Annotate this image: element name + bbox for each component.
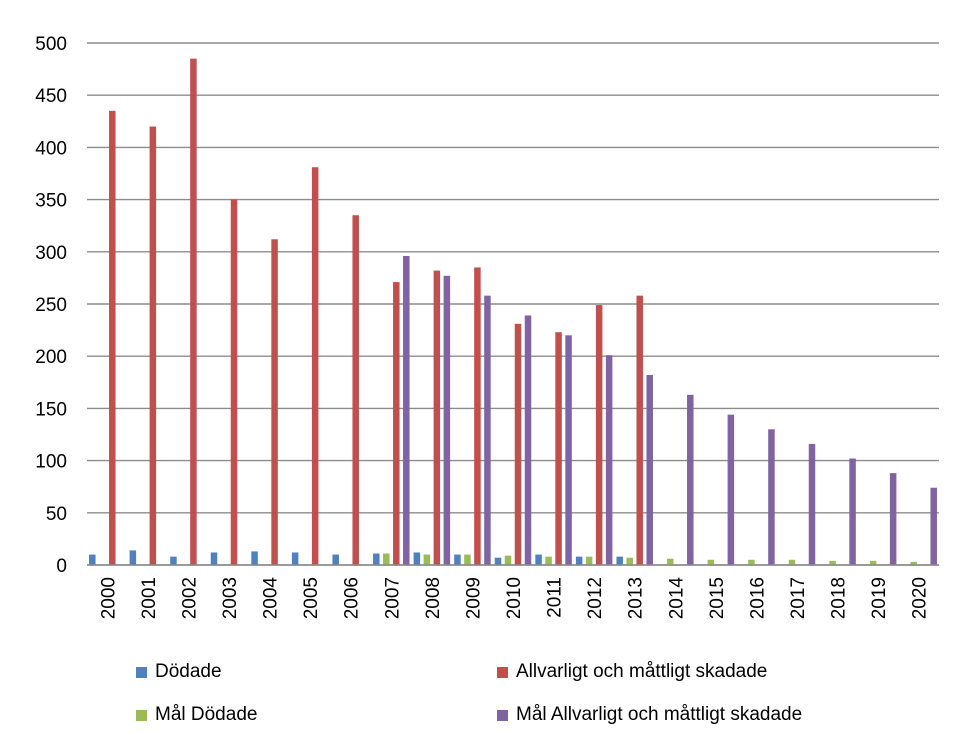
bar-mal-allvarligt-2014 (687, 394, 694, 565)
bar-dodade-2011 (535, 554, 542, 565)
bar-mal-allvarligt-2017 (808, 443, 816, 565)
bar-mal-dodade-2020 (910, 561, 917, 565)
x-tick-label: 2020 (910, 577, 931, 619)
bar-mal-allvarligt-2012 (605, 355, 613, 565)
y-tick-label: 0 (56, 556, 67, 577)
bar-mal-allvarligt-2010 (524, 315, 532, 565)
bar-allvarligt-2009 (474, 267, 481, 565)
bar-dodade-2001 (129, 550, 137, 565)
bar-mal-dodade-2010 (504, 555, 512, 565)
bar-allvarligt-2013 (636, 295, 643, 565)
y-tick-label: 450 (35, 86, 67, 107)
bar-dodade-2002 (170, 556, 177, 565)
x-tick-label: 2004 (261, 577, 282, 620)
bar-mal-dodade-2008 (423, 554, 431, 565)
bar-mal-dodade-2009 (464, 554, 471, 565)
bar-mal-allvarligt-2020 (930, 487, 937, 565)
y-tick-label: 150 (35, 399, 67, 420)
bar-dodade-2009 (454, 554, 461, 565)
bar-allvarligt-2004 (271, 239, 278, 565)
x-tick-label: 2006 (342, 577, 363, 619)
bar-mal-allvarligt-2016 (768, 429, 775, 565)
x-tick-label: 2016 (747, 577, 768, 619)
x-tick-label: 2012 (585, 577, 606, 619)
bar-dodade-2008 (413, 552, 421, 565)
bar-allvarligt-2002 (190, 58, 197, 565)
x-tick-label: 2002 (179, 577, 200, 619)
bar-allvarligt-2005 (311, 167, 319, 565)
bar-dodade-2006 (332, 554, 339, 565)
x-tick-label: 2003 (220, 577, 241, 619)
bar-dodade-2013 (616, 556, 623, 565)
bar-dodade-2003 (210, 552, 218, 565)
x-tick-label: 2015 (707, 577, 728, 619)
bar-mal-dodade-2019 (869, 560, 877, 565)
x-tick-label: 2018 (829, 577, 850, 619)
y-axis: 0 50 100 150 200 250 300 350 400 450 500 (35, 34, 67, 577)
bar-dodade-2004 (251, 551, 258, 565)
x-tick-label: 2014 (666, 577, 687, 620)
bar-mal-allvarligt-2011 (565, 335, 572, 565)
bar-mal-dodade-2013 (626, 557, 633, 565)
bar-mal-allvarligt-2009 (484, 295, 491, 565)
x-tick-label: 2009 (463, 577, 484, 619)
x-tick-label: 2000 (98, 577, 119, 619)
bar-allvarligt-2011 (555, 332, 562, 565)
x-tick-label: 2001 (139, 577, 160, 619)
x-tick-label: 2019 (869, 577, 890, 619)
bar-mal-dodade-2018 (829, 560, 836, 565)
bar-allvarligt-2000 (109, 110, 116, 566)
x-tick-label: 2017 (788, 577, 809, 619)
bar-dodade-2005 (291, 552, 299, 565)
bar-dodade-2012 (575, 556, 583, 565)
y-tick-label: 350 (35, 191, 67, 212)
bar-dodade-2000 (89, 554, 96, 565)
y-tick-label: 250 (35, 295, 67, 316)
y-tick-label: 400 (35, 138, 67, 159)
x-tick-label: 2010 (504, 577, 525, 619)
bar-allvarligt-2006 (352, 215, 359, 565)
bar-mal-allvarligt-2007 (403, 255, 410, 565)
bar-mal-dodade-2012 (585, 556, 593, 565)
bars (89, 58, 937, 566)
x-tick-label: 2013 (626, 577, 647, 619)
y-tick-label: 50 (46, 504, 67, 525)
bar-mal-dodade-2017 (788, 559, 796, 565)
y-tick-label: 500 (35, 34, 67, 55)
bar-mal-allvarligt-2008 (443, 275, 451, 565)
bar-dodade-2007 (373, 553, 380, 565)
y-tick-label: 300 (35, 243, 67, 264)
bar-mal-allvarligt-2015 (727, 414, 735, 565)
gridlines (87, 42, 939, 566)
bar-allvarligt-2007 (393, 282, 400, 565)
bar-mal-allvarligt-2019 (889, 473, 897, 565)
bar-mal-allvarligt-2013 (646, 374, 653, 565)
bar-mal-allvarligt-2018 (849, 458, 856, 565)
bar-allvarligt-2010 (514, 323, 522, 565)
bar-dodade-2010 (494, 557, 502, 565)
bar-mal-dodade-2014 (667, 558, 674, 565)
x-tick-label: 2007 (382, 577, 403, 619)
bar-mal-dodade-2011 (545, 556, 552, 565)
bar-mal-dodade-2007 (383, 553, 390, 565)
y-tick-label: 200 (35, 347, 67, 368)
bar-mal-dodade-2016 (748, 559, 755, 565)
bar-allvarligt-2001 (149, 126, 157, 566)
x-tick-label: 2008 (423, 577, 444, 619)
y-tick-label: 100 (35, 452, 67, 473)
x-tick-label: 2011 (545, 577, 566, 618)
x-axis: 2000 2001 2002 2003 2004 2005 2006 2007 2008 2009… (87, 564, 939, 620)
x-tick-label: 2005 (301, 577, 322, 619)
bar-allvarligt-2012 (595, 305, 603, 565)
bar-allvarligt-2008 (433, 270, 441, 565)
bar-mal-dodade-2015 (707, 559, 715, 565)
bar-allvarligt-2003 (230, 199, 238, 565)
